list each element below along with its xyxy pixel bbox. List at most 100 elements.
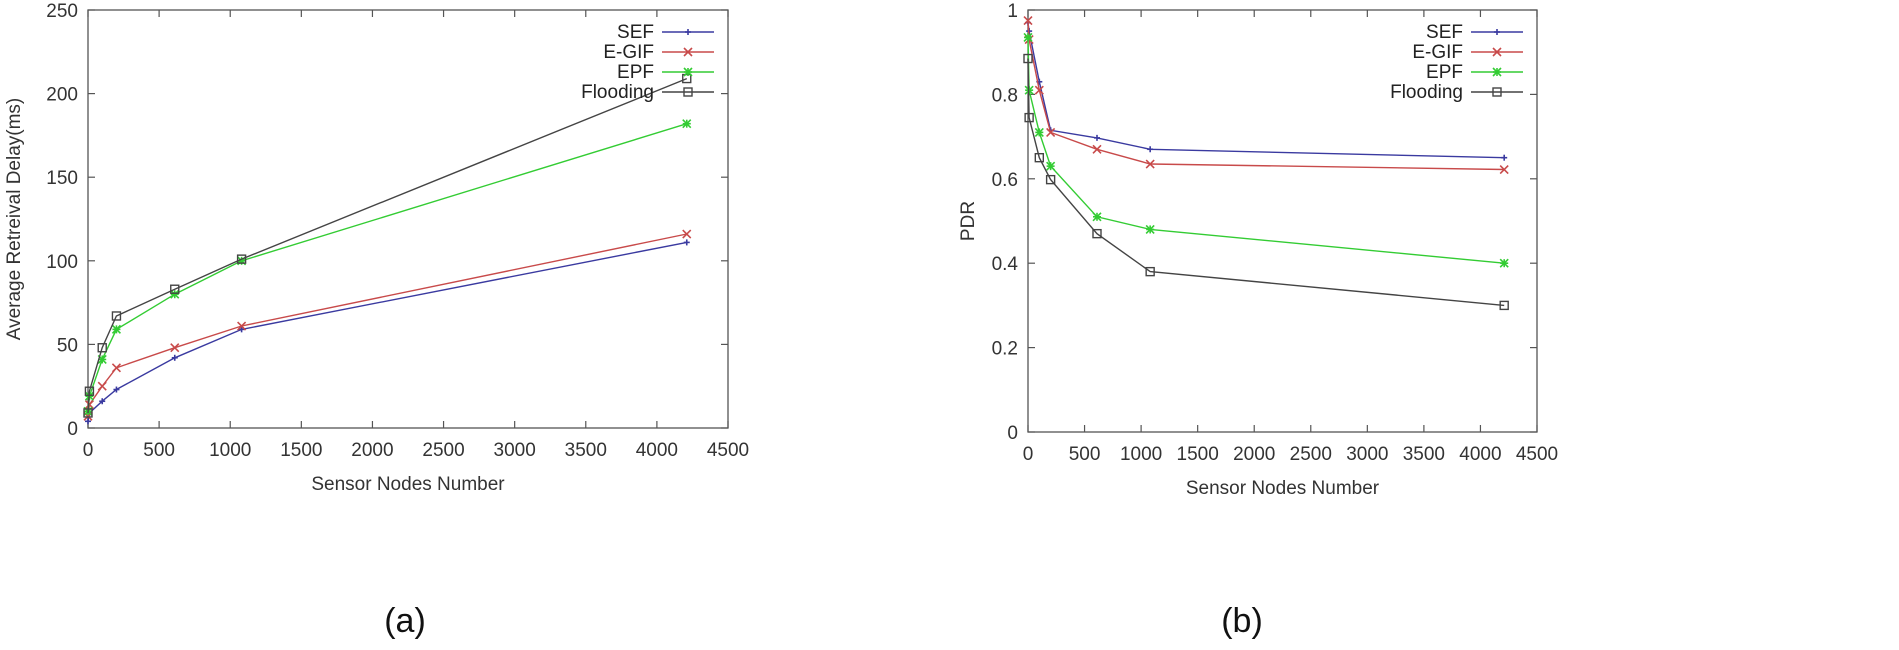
data-point bbox=[85, 418, 91, 425]
chart-panel-a: 0 500 1000 1500 2000 2500 3000 3500 4000 4500 0 50 1… bbox=[4, 1, 749, 640]
chart-svg-a: 0 500 1000 1500 2000 2500 3000 3500 4000 4500 0 50 1… bbox=[4, 1, 749, 640]
legend-marker bbox=[1494, 29, 1500, 35]
chart-panel-b: 0 500 1000 1500 2000 2500 3000 3500 4000 4500 0 0.2… bbox=[950, 0, 1899, 650]
y-axis-title: PDR bbox=[958, 201, 979, 241]
x-tick-label: 1000 bbox=[1120, 444, 1162, 465]
data-point bbox=[111, 311, 122, 321]
legend-item: Flooding bbox=[581, 82, 714, 103]
series-line bbox=[87, 77, 688, 414]
data-point bbox=[1093, 134, 1100, 141]
legend-label: E-GIF bbox=[1412, 42, 1463, 63]
x-tick-label: 3500 bbox=[1403, 444, 1445, 465]
data-point bbox=[682, 119, 692, 129]
legend-item: EPF bbox=[1426, 62, 1523, 83]
data-point bbox=[84, 386, 95, 396]
data-point bbox=[1046, 161, 1056, 171]
data-point bbox=[1023, 53, 1033, 64]
data-point bbox=[1024, 112, 1034, 123]
series-flooding bbox=[83, 73, 692, 418]
series-line bbox=[87, 123, 688, 412]
data-point bbox=[682, 73, 692, 84]
data-point bbox=[1023, 15, 1033, 26]
y-tick-label: 0.2 bbox=[992, 339, 1018, 360]
legend-label: Flooding bbox=[1390, 82, 1463, 103]
x-tick-label: 3000 bbox=[494, 440, 536, 461]
data-point bbox=[99, 398, 106, 405]
legend-label: EPF bbox=[617, 62, 654, 83]
series-epf bbox=[83, 119, 692, 416]
y-tick-label: 50 bbox=[57, 335, 78, 356]
y-tick-label: 0.8 bbox=[992, 85, 1018, 106]
data-point bbox=[1499, 300, 1509, 311]
data-point bbox=[236, 254, 247, 264]
data-point bbox=[1145, 224, 1155, 235]
series-line bbox=[87, 241, 687, 422]
legend-item: E-GIF bbox=[603, 42, 714, 63]
data-point bbox=[1046, 127, 1056, 137]
legend-marker bbox=[683, 47, 693, 57]
y-tick-label: 200 bbox=[46, 85, 78, 106]
y-axis-title: Average Retreival Delay(ms) bbox=[4, 98, 25, 341]
data-point bbox=[1499, 164, 1509, 175]
x-tick-label: 500 bbox=[1069, 444, 1101, 465]
legend-marker bbox=[683, 87, 693, 97]
data-point bbox=[1023, 32, 1033, 42]
legend-item: E-GIF bbox=[1412, 42, 1523, 63]
legend-label: SEF bbox=[617, 22, 654, 43]
data-point bbox=[111, 324, 122, 334]
data-point bbox=[237, 321, 247, 331]
legend-marker bbox=[683, 67, 693, 77]
x-tick-label: 0 bbox=[1023, 444, 1034, 465]
legend-label: EPF bbox=[1426, 62, 1463, 83]
data-point bbox=[170, 289, 180, 299]
data-point bbox=[1499, 258, 1509, 268]
legend-marker bbox=[1492, 87, 1502, 97]
series-line bbox=[1027, 58, 1505, 307]
legend-item: Flooding bbox=[1390, 82, 1523, 103]
legend-label: E-GIF bbox=[603, 42, 654, 63]
y-tick-label: 0.6 bbox=[992, 170, 1018, 191]
data-point bbox=[1147, 146, 1154, 153]
x-axis-title: Sensor Nodes Number bbox=[1186, 478, 1380, 499]
data-point bbox=[111, 363, 122, 373]
y-tick-label: 0 bbox=[1007, 423, 1018, 444]
x-tick-label: 4500 bbox=[707, 440, 749, 461]
legend-marker bbox=[1492, 67, 1502, 77]
data-point bbox=[97, 343, 107, 353]
data-point bbox=[1145, 159, 1155, 169]
data-point bbox=[171, 354, 178, 361]
plot-frame bbox=[87, 9, 729, 429]
data-point bbox=[238, 326, 245, 333]
y-tick-label: 0.4 bbox=[992, 254, 1019, 275]
panel-caption: (b) bbox=[1221, 602, 1263, 640]
y-tick-label: 150 bbox=[46, 168, 78, 189]
series-line bbox=[87, 233, 687, 417]
data-point bbox=[1092, 212, 1102, 222]
data-point bbox=[1034, 152, 1045, 163]
x-tick-label: 3500 bbox=[565, 440, 607, 461]
data-point bbox=[1092, 144, 1102, 154]
data-point bbox=[1501, 154, 1508, 161]
chart-svg-b: 0 500 1000 1500 2000 2500 3000 3500 4000 4500 0 0.2… bbox=[958, 1, 1558, 640]
legend-item: EPF bbox=[617, 62, 714, 83]
data-point bbox=[97, 381, 107, 391]
x-tick-label: 2500 bbox=[422, 440, 464, 461]
x-axis-title: Sensor Nodes Number bbox=[311, 474, 505, 495]
plot-frame bbox=[1027, 9, 1538, 433]
y-tick-label: 0 bbox=[67, 419, 78, 440]
x-tick-label: 4500 bbox=[1516, 444, 1558, 465]
data-point bbox=[113, 386, 120, 393]
x-tick-label: 2500 bbox=[1290, 444, 1332, 465]
legend-label: Flooding bbox=[581, 82, 654, 103]
panel-caption: (a) bbox=[384, 602, 426, 640]
x-tick-label: 2000 bbox=[351, 440, 393, 461]
x-tick-label: 4000 bbox=[1459, 444, 1501, 465]
legend-item: SEF bbox=[617, 22, 714, 43]
legend-marker bbox=[1492, 47, 1502, 57]
data-point bbox=[1145, 266, 1155, 277]
x-tick-label: 1500 bbox=[1177, 444, 1219, 465]
y-tick-label: 1 bbox=[1007, 1, 1018, 22]
legend-marker bbox=[685, 29, 691, 35]
legend-item: SEF bbox=[1426, 22, 1523, 43]
